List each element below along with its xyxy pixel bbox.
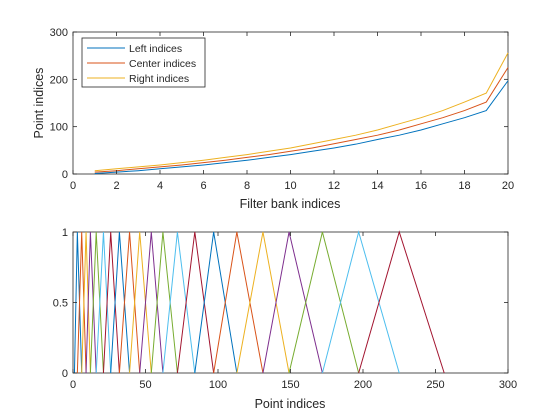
filter-triangle-14	[176, 231, 215, 374]
filter-triangle-13	[162, 231, 196, 374]
filter-triangle-7	[102, 231, 120, 374]
filter-triangle-15	[194, 231, 238, 374]
filter-triangle-4	[85, 231, 97, 374]
legend-entries: Left indices Center indices Right indices	[87, 43, 196, 85]
legend-label: Left indices	[129, 43, 182, 55]
filter-triangle-20	[321, 230, 400, 374]
x-tick-label: 12	[328, 180, 340, 192]
x-tick-label: 200	[354, 379, 372, 391]
x-tick-label: 50	[139, 379, 151, 391]
top-chart: 0 2 4 6 8 10 12 14 16 18 20 0 100 200 300 Filter bank…	[32, 27, 514, 211]
series-line-left-indices	[94, 80, 509, 175]
y-tick-label: 1	[62, 227, 68, 239]
series-line-right-indices	[94, 52, 509, 172]
filter-triangle-11	[139, 231, 164, 374]
x-tick-label: 2	[113, 180, 119, 192]
filter-triangle-1	[73, 231, 83, 374]
filter-triangle-3	[81, 231, 91, 374]
x-tick-label: 18	[458, 180, 470, 192]
bottom-y-ticks: 00.51	[53, 227, 508, 380]
filter-triangle-8	[110, 231, 131, 374]
filter-triangle-12	[150, 231, 178, 374]
top-y-axis-label: Point indices	[32, 68, 46, 139]
x-tick-label: 100	[209, 379, 227, 391]
x-tick-label: 10	[284, 180, 296, 192]
top-x-ticks: 0 2 4 6 8 10 12 14 16 18 20	[70, 32, 514, 192]
filter-triangle-2	[76, 231, 87, 374]
bottom-x-axis-label: Point indices	[255, 397, 326, 411]
y-tick-label: 0.5	[53, 298, 68, 310]
filter-triangle-17	[236, 231, 290, 374]
x-tick-label: 16	[415, 180, 427, 192]
filter-triangle-6	[95, 231, 112, 374]
filter-triangle-19	[288, 231, 360, 374]
filter-triangle-18	[262, 231, 323, 374]
top-series-lines	[94, 52, 509, 175]
top-y-ticks: 0 100 200 300	[50, 27, 508, 181]
filter-triangle-9	[118, 231, 141, 374]
x-tick-label: 150	[281, 379, 299, 391]
y-tick-label: 100	[50, 122, 68, 134]
x-tick-label: 14	[371, 180, 383, 192]
x-tick-label: 8	[244, 180, 250, 192]
x-tick-label: 0	[70, 180, 76, 192]
filter-triangle-10	[129, 231, 152, 374]
x-tick-label: 0	[70, 379, 76, 391]
filter-triangle-5	[89, 231, 104, 374]
x-tick-label: 250	[426, 379, 444, 391]
series-line-center-indices	[94, 67, 509, 173]
x-tick-label: 20	[502, 180, 514, 192]
x-tick-label: 300	[499, 379, 517, 391]
y-tick-label: 0	[62, 169, 68, 181]
legend: Left indices Center indices Right indices	[81, 37, 206, 88]
x-tick-label: 6	[200, 180, 206, 192]
filter-triangle-16	[213, 231, 264, 374]
bottom-chart: 0 50 100 150 200 250 300 00.51 Point indices	[53, 227, 517, 411]
legend-label: Right indices	[129, 73, 189, 85]
filter-triangle-21	[358, 230, 445, 374]
filter-bank-triangles	[73, 230, 445, 374]
legend-label: Center indices	[129, 58, 196, 70]
y-tick-label: 0	[62, 368, 68, 380]
x-tick-label: 4	[157, 180, 163, 192]
top-x-axis-label: Filter bank indices	[240, 197, 341, 211]
y-tick-label: 200	[50, 74, 68, 86]
y-tick-label: 300	[50, 27, 68, 39]
bottom-x-ticks: 0 50 100 150 200 250 300	[70, 232, 517, 391]
